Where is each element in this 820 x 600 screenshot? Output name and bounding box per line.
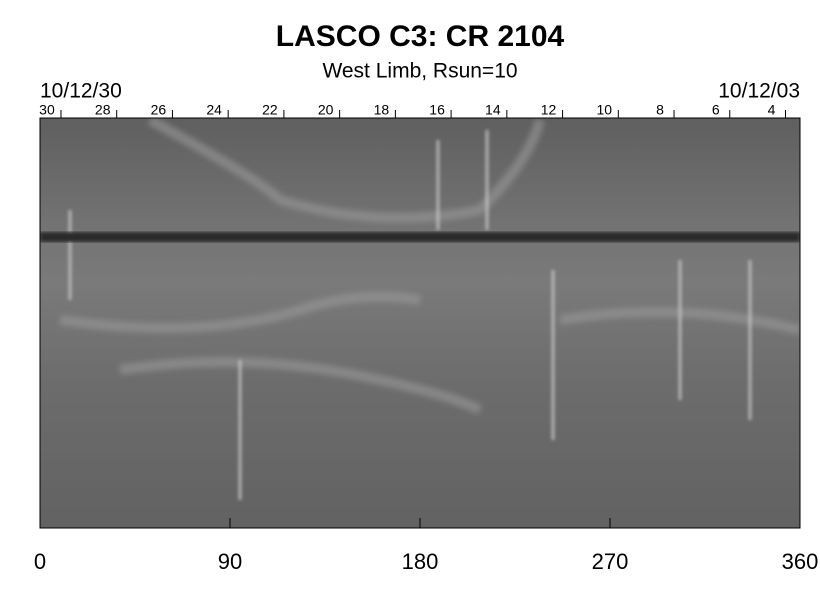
x2-tick-label: 8 (656, 102, 664, 118)
x-tick-label: 360 (782, 549, 819, 574)
x2-tick-label: 4 (768, 102, 776, 118)
x2-tick-label: 24 (206, 102, 222, 118)
x2-tick-label: 10 (597, 102, 613, 118)
x2-tick-label: 28 (95, 102, 111, 118)
chart-title: LASCO C3: CR 2104 (276, 20, 565, 53)
date-right: 10/12/03 (718, 80, 800, 103)
x-tick-label: 0 (34, 549, 46, 574)
x2-tick-label: 30 (39, 102, 55, 118)
x2-tick-label: 16 (429, 102, 445, 118)
chart-subtitle: West Limb, Rsun=10 (322, 60, 517, 83)
map-image (40, 118, 800, 528)
x-tick-label: 180 (402, 549, 439, 574)
date-left: 10/12/30 (40, 80, 122, 103)
x2-tick-label: 20 (318, 102, 334, 118)
x2-tick-label: 18 (374, 102, 390, 118)
x-tick-label: 270 (592, 549, 629, 574)
x2-tick-label: 6 (712, 102, 720, 118)
x2-tick-label: 22 (262, 102, 278, 118)
x2-tick-label: 14 (485, 102, 501, 118)
x-tick-label: 90 (218, 549, 242, 574)
x2-tick-label: 12 (541, 102, 557, 118)
x2-tick-label: 26 (151, 102, 167, 118)
